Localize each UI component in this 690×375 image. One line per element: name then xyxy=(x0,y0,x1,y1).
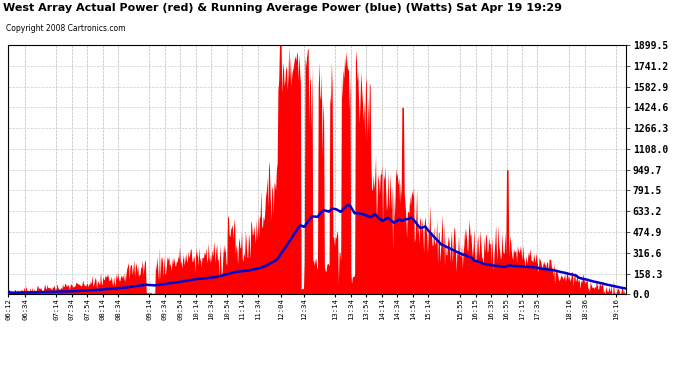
Text: Copyright 2008 Cartronics.com: Copyright 2008 Cartronics.com xyxy=(6,24,125,33)
Text: West Array Actual Power (red) & Running Average Power (blue) (Watts) Sat Apr 19 : West Array Actual Power (red) & Running … xyxy=(3,3,562,13)
